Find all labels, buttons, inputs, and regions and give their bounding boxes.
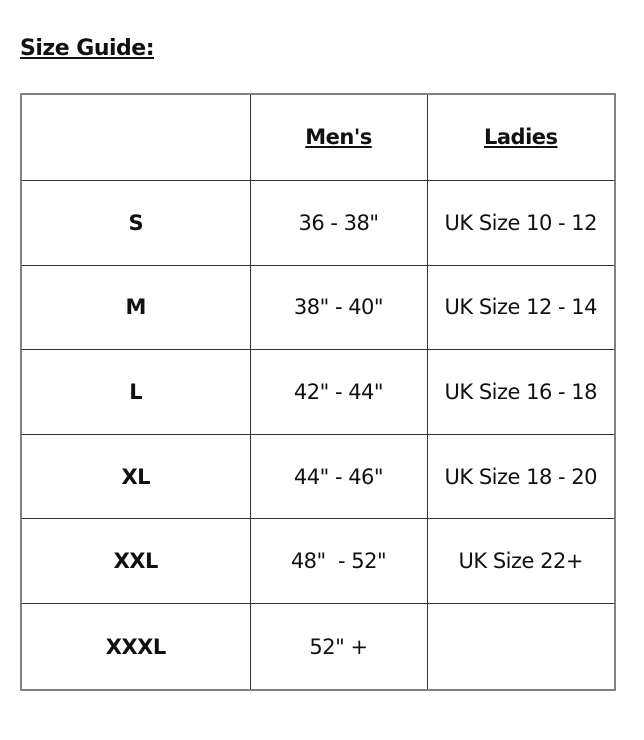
ladies-cell: UK Size 18 - 20 <box>426 433 616 520</box>
size-cell: XL <box>20 433 251 520</box>
ladies-cell: UK Size 10 - 12 <box>426 179 616 266</box>
size-cell: S <box>20 179 251 266</box>
table-header-row: Men's Ladies <box>20 93 616 181</box>
mens-cell: 38" - 40" <box>249 264 428 351</box>
mens-cell: 44" - 46" <box>249 433 428 520</box>
table-row: XXXL 52" + <box>20 603 616 691</box>
ladies-cell: UK Size 16 - 18 <box>426 349 616 435</box>
size-cell: L <box>20 349 251 435</box>
table-row: M 38" - 40" UK Size 12 - 14 <box>20 264 616 351</box>
ladies-cell: UK Size 22+ <box>426 518 616 605</box>
page-title: Size Guide: <box>20 36 155 61</box>
header-mens: Men's <box>249 93 428 181</box>
size-cell: XXL <box>20 518 251 605</box>
header-size <box>20 93 251 181</box>
table-row: S 36 - 38" UK Size 10 - 12 <box>20 179 616 266</box>
mens-cell: 42" - 44" <box>249 349 428 435</box>
ladies-cell: UK Size 12 - 14 <box>426 264 616 351</box>
mens-cell: 48" - 52" <box>249 518 428 605</box>
ladies-cell <box>426 603 616 691</box>
table-row: XL 44" - 46" UK Size 18 - 20 <box>20 433 616 520</box>
mens-cell: 36 - 38" <box>249 179 428 266</box>
size-guide-table: Men's Ladies S 36 - 38" UK Size 10 - 12 … <box>20 93 616 691</box>
header-ladies: Ladies <box>426 93 616 181</box>
table-row: XXL 48" - 52" UK Size 22+ <box>20 518 616 605</box>
mens-cell: 52" + <box>249 603 428 691</box>
size-cell: XXXL <box>20 603 251 691</box>
size-cell: M <box>20 264 251 351</box>
table-row: L 42" - 44" UK Size 16 - 18 <box>20 349 616 435</box>
